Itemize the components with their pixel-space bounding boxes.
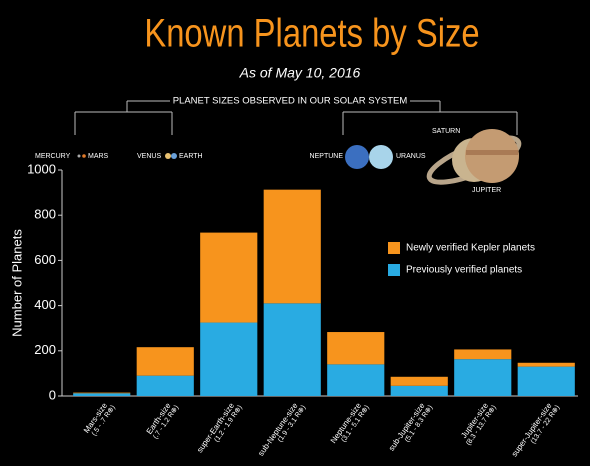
y-tick-label: 0 bbox=[49, 387, 56, 402]
y-tick-label: 200 bbox=[34, 342, 56, 357]
legend-label: Previously verified planets bbox=[406, 265, 522, 276]
y-tick-label: 400 bbox=[34, 297, 56, 312]
bar-segment bbox=[73, 392, 131, 394]
bar-segment bbox=[517, 362, 575, 367]
planet-label: VENUS bbox=[137, 153, 161, 160]
legend-swatch bbox=[388, 264, 400, 276]
bar-segment bbox=[136, 347, 194, 376]
bar-segment bbox=[136, 375, 194, 396]
planet-label: MERCURY bbox=[35, 153, 71, 160]
bar-segment bbox=[200, 232, 258, 323]
solar-system-brackets bbox=[74, 100, 518, 135]
jupiter-band bbox=[466, 150, 518, 155]
solar-heading: PLANET SIZES OBSERVED IN OUR SOLAR SYSTE… bbox=[173, 96, 408, 107]
bar-segment bbox=[263, 303, 321, 396]
bar-segment bbox=[517, 366, 575, 396]
y-tick-label: 600 bbox=[34, 252, 56, 267]
bar-segment bbox=[327, 364, 385, 396]
bar-segment bbox=[73, 393, 131, 396]
legend-label: Newly verified Kepler planets bbox=[406, 243, 535, 254]
bar-segment bbox=[200, 322, 258, 396]
bracket bbox=[74, 100, 518, 135]
bar-segment bbox=[390, 376, 448, 386]
y-tick-label: 1000 bbox=[27, 161, 56, 176]
mars-icon bbox=[82, 154, 86, 158]
venus-icon bbox=[165, 153, 171, 159]
mercury-icon bbox=[77, 154, 81, 158]
planet-label: NEPTUNE bbox=[310, 153, 344, 160]
earth-icon bbox=[171, 153, 177, 159]
planet-label: SATURN bbox=[432, 128, 460, 135]
bar-segment bbox=[390, 385, 448, 396]
uranus-icon bbox=[369, 145, 393, 169]
bar-segment bbox=[327, 332, 385, 365]
planet-icons bbox=[77, 129, 522, 185]
planet-label: EARTH bbox=[179, 153, 203, 160]
jupiter-icon bbox=[465, 129, 519, 183]
planet-label: URANUS bbox=[396, 153, 426, 160]
y-tick-label: 800 bbox=[34, 207, 56, 222]
chart-subtitle: As of May 10, 2016 bbox=[239, 65, 361, 81]
planet-label: JUPITER bbox=[472, 187, 501, 194]
planet-label: MARS bbox=[88, 153, 109, 160]
bar-segment bbox=[263, 189, 321, 304]
bar-segment bbox=[454, 349, 512, 360]
x-tick-label: sub-Neptune-size bbox=[256, 401, 300, 458]
legend-swatch bbox=[388, 242, 400, 254]
bar-segment bbox=[454, 359, 512, 396]
chart-title: Known Planets by Size bbox=[144, 10, 479, 55]
x-tick-label: super-Jupiter-size bbox=[510, 401, 554, 459]
neptune-icon bbox=[345, 145, 369, 169]
y-axis-label: Number of Planets bbox=[9, 229, 24, 337]
